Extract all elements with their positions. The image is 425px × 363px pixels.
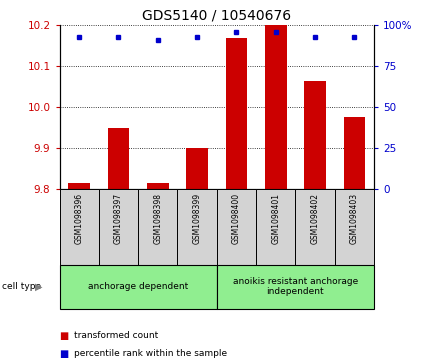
Text: GSM1098396: GSM1098396 [75, 192, 84, 244]
Text: percentile rank within the sample: percentile rank within the sample [74, 350, 227, 358]
Text: ▶: ▶ [35, 282, 42, 292]
Text: anoikis resistant anchorage
independent: anoikis resistant anchorage independent [233, 277, 358, 297]
Bar [138, 189, 178, 265]
Bar [147, 183, 169, 189]
Text: GSM1098398: GSM1098398 [153, 192, 162, 244]
Text: GSM1098397: GSM1098397 [114, 192, 123, 244]
Bar [68, 183, 90, 189]
Text: GSM1098401: GSM1098401 [271, 192, 280, 244]
Bar [178, 189, 217, 265]
Bar [108, 127, 129, 189]
Text: GSM1098402: GSM1098402 [311, 192, 320, 244]
Bar [265, 25, 286, 189]
Text: GSM1098403: GSM1098403 [350, 192, 359, 244]
Text: ■: ■ [60, 349, 69, 359]
Bar [335, 189, 374, 265]
Bar [99, 189, 138, 265]
Bar [186, 148, 208, 189]
Text: cell type: cell type [2, 282, 41, 291]
Title: GDS5140 / 10540676: GDS5140 / 10540676 [142, 9, 291, 23]
Bar [60, 189, 99, 265]
Text: ■: ■ [60, 331, 69, 341]
Text: transformed count: transformed count [74, 331, 159, 340]
Text: GSM1098399: GSM1098399 [193, 192, 201, 244]
Bar [256, 189, 295, 265]
Text: anchorage dependent: anchorage dependent [88, 282, 188, 291]
Bar [60, 265, 217, 309]
Bar [226, 38, 247, 189]
Bar [217, 189, 256, 265]
Bar [304, 81, 326, 189]
Text: GSM1098400: GSM1098400 [232, 192, 241, 244]
Bar [295, 189, 335, 265]
Bar [343, 117, 365, 189]
Bar [217, 265, 374, 309]
